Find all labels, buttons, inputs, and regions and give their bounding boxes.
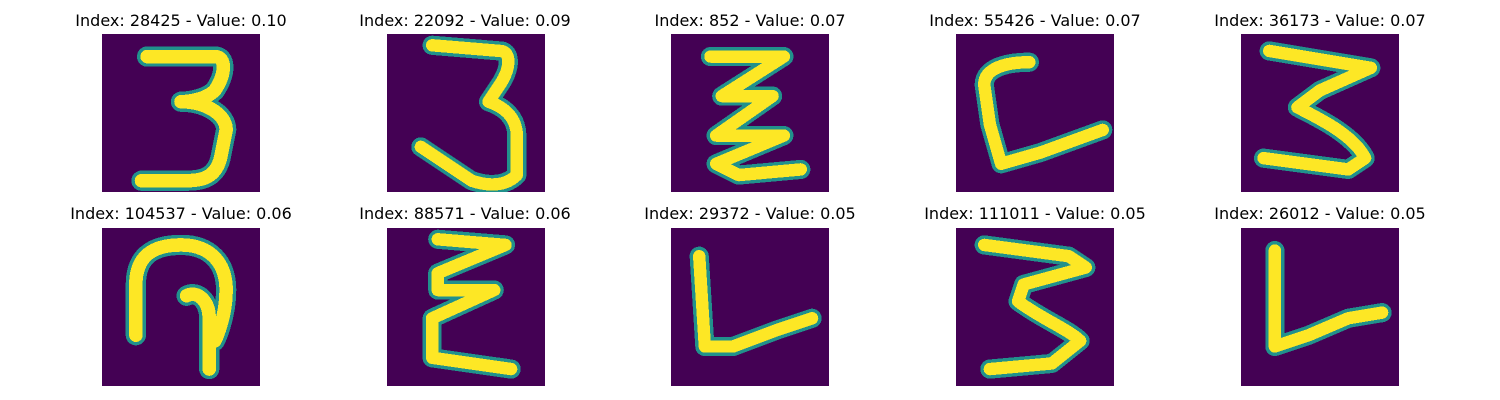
digit-image	[1241, 228, 1399, 386]
digit-image	[671, 34, 829, 192]
image-title: Index: 26012 - Value: 0.05	[1214, 204, 1426, 223]
image-title: Index: 36173 - Value: 0.07	[1214, 11, 1426, 30]
image-title: Index: 852 - Value: 0.07	[654, 11, 846, 30]
image-title: Index: 22092 - Value: 0.09	[359, 11, 571, 30]
digit-image	[387, 34, 545, 192]
digit-image	[102, 228, 260, 386]
digit-image	[671, 228, 829, 386]
image-title: Index: 28425 - Value: 0.10	[75, 11, 287, 30]
image-title: Index: 29372 - Value: 0.05	[644, 204, 856, 223]
image-title: Index: 55426 - Value: 0.07	[929, 11, 1141, 30]
digit-image	[1241, 34, 1399, 192]
digit-image	[102, 34, 260, 192]
image-title: Index: 88571 - Value: 0.06	[359, 204, 571, 223]
digit-image	[387, 228, 545, 386]
digit-image	[956, 34, 1114, 192]
image-title: Index: 111011 - Value: 0.05	[924, 204, 1146, 223]
digit-image	[956, 228, 1114, 386]
image-title: Index: 104537 - Value: 0.06	[70, 204, 292, 223]
